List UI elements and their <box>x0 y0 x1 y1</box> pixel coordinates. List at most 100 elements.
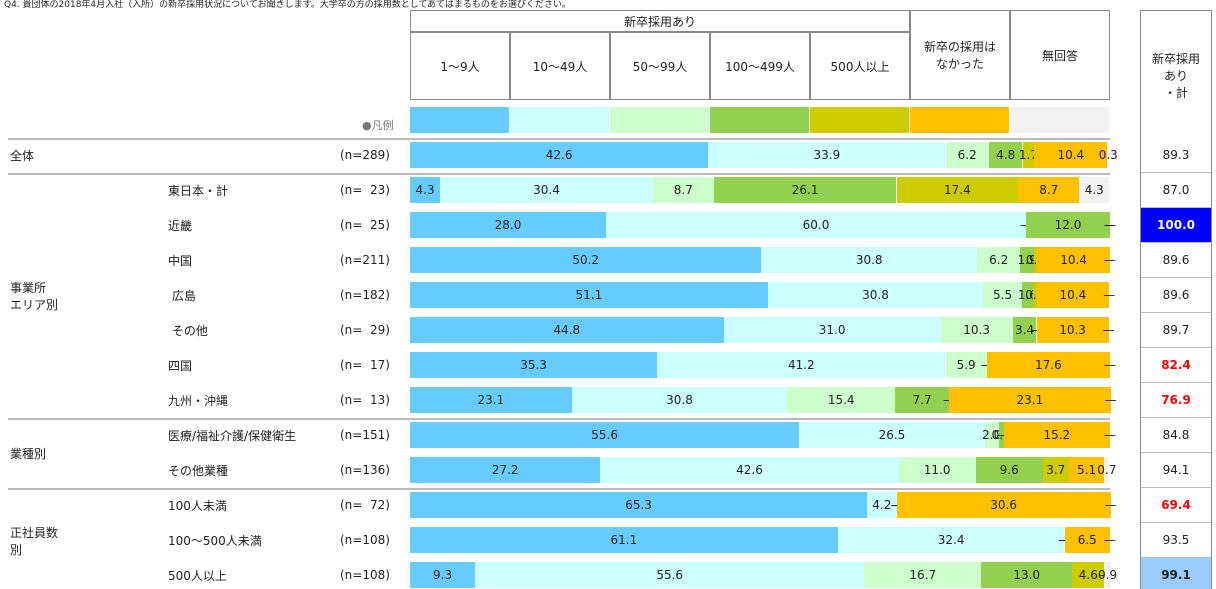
data-label: 33.9 <box>813 148 841 162</box>
data-label: 11.0 <box>923 463 951 477</box>
data-label: 10.4 <box>1059 288 1087 302</box>
bar-segment <box>986 352 1110 378</box>
bar-segment <box>410 212 606 238</box>
total-cell: 89.6 <box>1140 243 1212 278</box>
total-cell: 87.0 <box>1140 173 1212 208</box>
column-header: 500人以上 <box>810 32 910 100</box>
bar-segment <box>1068 457 1105 483</box>
bar-segment <box>1033 247 1038 273</box>
legend-swatch <box>810 107 909 133</box>
data-label: 30.8 <box>855 253 883 267</box>
row-label: 100人未満 <box>168 498 227 513</box>
bar-segment <box>975 457 1043 483</box>
data-label: 30.8 <box>666 393 693 407</box>
group-label: 正社員数 別 <box>10 525 59 557</box>
data-label: 10.4 <box>1057 148 1085 162</box>
data-label: 28.0 <box>494 218 522 232</box>
bar-segment <box>1033 282 1037 308</box>
row-label: 広島 <box>168 288 196 303</box>
data-label: 31.0 <box>818 323 846 337</box>
data-label: 51.1 <box>575 288 603 302</box>
bar-segment <box>410 352 658 378</box>
bar-segment <box>940 317 1013 343</box>
bar-segment <box>410 177 441 203</box>
bar-segment <box>600 457 899 483</box>
n-label: (n= 13) <box>340 393 390 407</box>
total-cell: 94.1 <box>1140 453 1212 488</box>
bar-segment <box>1026 212 1110 238</box>
data-label: 6.5 <box>1077 533 1097 547</box>
column-header: 1～9人 <box>410 32 510 100</box>
bar-segment <box>410 142 709 168</box>
bar-segment <box>606 212 1026 238</box>
bar-segment <box>1072 562 1105 588</box>
total-cell: 89.6 <box>1140 278 1212 313</box>
row-label: 医療/福祉介護/保健衛生 <box>168 428 297 443</box>
data-label: — <box>1104 358 1116 372</box>
total-cell: 99.1 <box>1140 558 1212 589</box>
bar-segment <box>1034 142 1108 168</box>
bar-segment <box>977 247 1021 273</box>
total-cell: 89.7 <box>1140 313 1212 348</box>
group-header: 新卒採用あり <box>410 10 910 32</box>
data-label: 10.3 <box>963 323 990 337</box>
data-label: 55.6 <box>591 428 618 442</box>
legend-swatch <box>610 107 709 133</box>
data-label: — <box>1104 393 1117 407</box>
n-label: (n=136) <box>340 463 390 477</box>
row-label: 500人以上 <box>168 568 227 583</box>
bar-segment <box>1107 142 1110 168</box>
column-header: 50～99人 <box>610 32 710 100</box>
data-label: 9.6 <box>999 463 1019 477</box>
n-label: (n= 29) <box>340 323 390 337</box>
bar-segment <box>475 562 865 588</box>
n-label: (n= 17) <box>340 358 390 372</box>
data-label: 10.4 <box>1060 253 1087 267</box>
legend-swatch <box>510 107 609 133</box>
bar-segment <box>440 177 653 203</box>
data-label: 60.0 <box>802 218 830 232</box>
bar-segment <box>410 387 572 413</box>
data-label: 13.0 <box>1013 568 1041 582</box>
data-label: 0.3 <box>1098 148 1118 162</box>
data-label: — <box>1104 428 1116 442</box>
n-label: (n=182) <box>340 288 390 302</box>
data-label: 10.3 <box>1059 323 1086 337</box>
data-label: 44.8 <box>553 323 581 337</box>
total-cell: 69.4 <box>1140 488 1212 523</box>
n-label: (n=108) <box>340 568 390 582</box>
bar-segment <box>1036 317 1109 343</box>
total-header: 新卒採用 あり ・計 <box>1140 10 1212 140</box>
bar-segment <box>1064 527 1110 553</box>
data-label: 3.4 <box>1015 323 1035 337</box>
row-label: 九州・沖縄 <box>168 393 229 408</box>
data-label: 17.4 <box>944 183 971 197</box>
data-label: 26.1 <box>791 183 819 197</box>
group-separator <box>8 138 1110 140</box>
bar-segment <box>898 457 976 483</box>
total-cell: 93.5 <box>1140 523 1212 558</box>
data-label: 26.5 <box>878 428 906 442</box>
column-header: 10～49人 <box>510 32 610 100</box>
bar-segment <box>799 422 985 448</box>
row-label: 中国 <box>168 253 193 268</box>
bar-segment <box>410 317 724 343</box>
data-label: 4.2 <box>872 498 892 512</box>
data-label: 30.4 <box>533 183 560 197</box>
data-label: 42.6 <box>736 463 763 477</box>
data-label: 41.2 <box>787 358 815 372</box>
data-label: 5.1 <box>1077 463 1097 477</box>
bar-segment <box>949 387 1111 413</box>
bar-segment <box>945 142 989 168</box>
row-label: その他業種 <box>168 463 229 478</box>
data-label: 7.7 <box>912 393 932 407</box>
bar-segment <box>767 282 984 308</box>
bar-segment <box>1003 422 1110 448</box>
group-label: 業種別 <box>10 446 47 461</box>
bar-segment <box>1104 562 1111 588</box>
data-label: 32.4 <box>937 533 965 547</box>
row-label: 東日本・計 <box>168 183 229 198</box>
data-label: 42.6 <box>545 148 573 162</box>
bar-segment <box>984 422 999 448</box>
data-label: 15.2 <box>1043 428 1071 442</box>
